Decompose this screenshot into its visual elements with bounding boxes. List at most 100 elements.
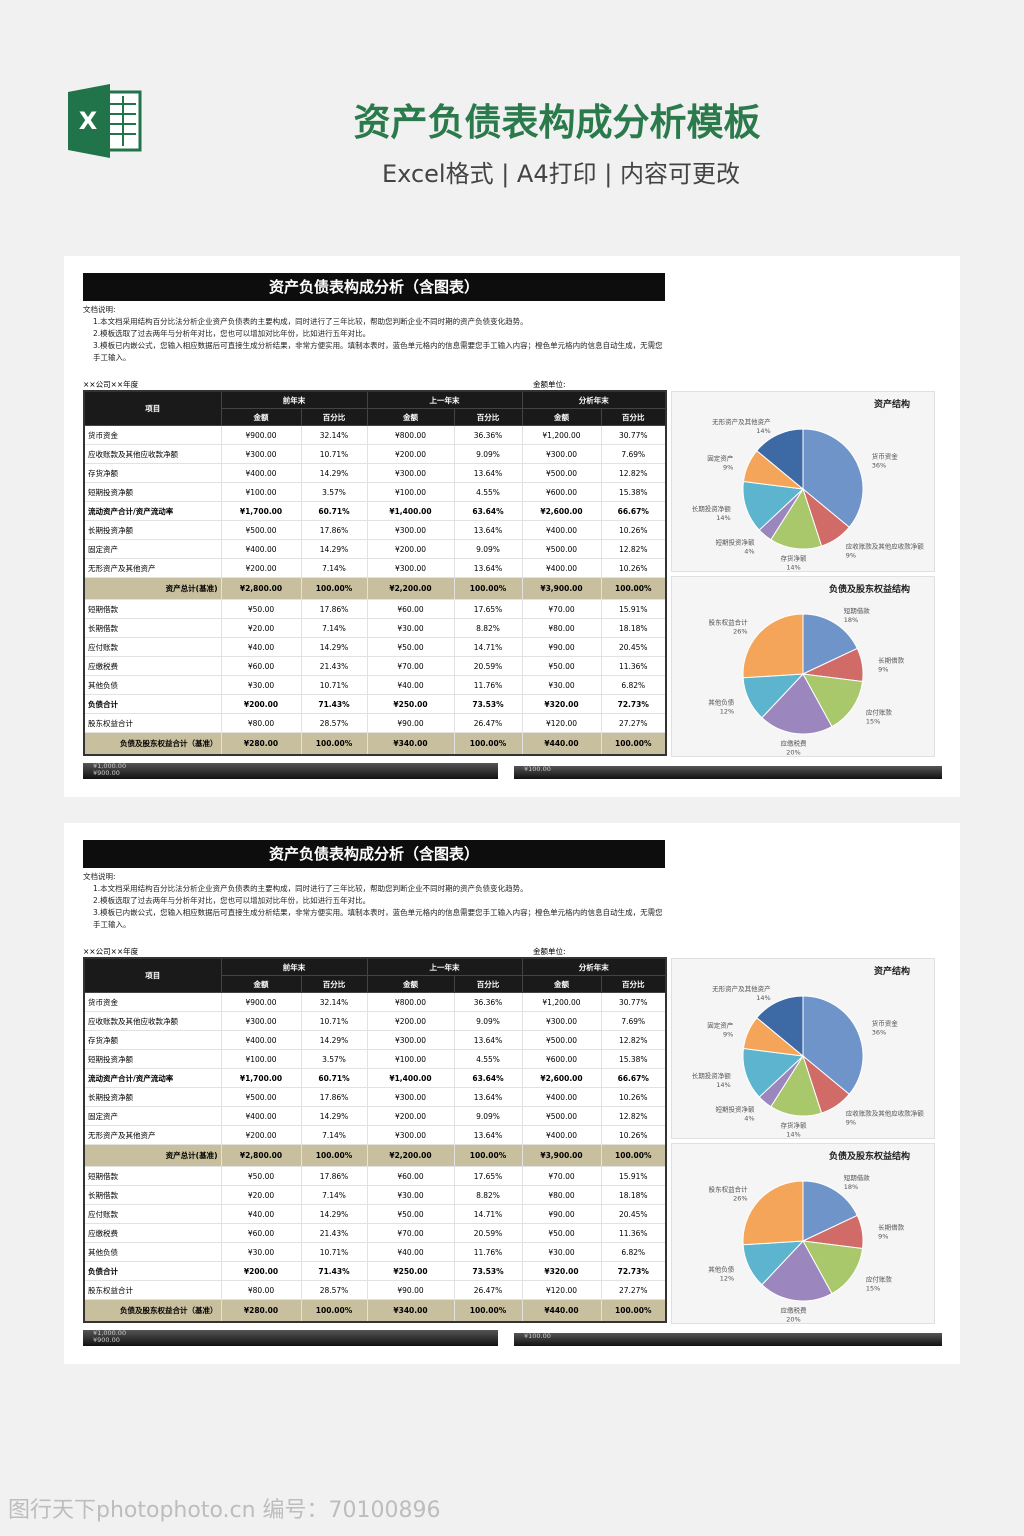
cell: 14.29%: [301, 539, 368, 559]
table-row: 存货净额 ¥400.00 14.29% ¥300.00 13.64% ¥500.00 12.…: [84, 463, 667, 483]
cell: ¥60.00: [367, 1166, 455, 1186]
cell: 66.67%: [601, 501, 667, 521]
cell: ¥200.00: [367, 539, 455, 559]
row-label: 货币资金: [84, 992, 222, 1012]
row-label: 负债及股东权益合计（基准）: [84, 732, 222, 756]
slice-label: 短期投资净额: [716, 537, 756, 546]
slice-value-label: 4%: [744, 547, 754, 555]
cell: ¥70.00: [522, 1166, 602, 1186]
cell: ¥1,400.00: [367, 501, 455, 521]
cell: 20.45%: [601, 637, 667, 657]
cell: ¥40.00: [367, 675, 455, 695]
slice-value-label: 18%: [844, 616, 858, 624]
slice-value-label: 14%: [716, 1081, 730, 1089]
table-row: 应缴税费 ¥60.00 21.43% ¥70.00 20.59% ¥50.00 11.36%: [84, 656, 667, 676]
cell: 14.71%: [454, 637, 523, 657]
cell: 7.14%: [301, 618, 368, 638]
cell: ¥40.00: [221, 637, 302, 657]
strip-label: ¥100.00: [524, 766, 551, 773]
cell: ¥50.00: [221, 1166, 302, 1186]
cell: ¥2,600.00: [522, 501, 602, 521]
balance-table: 项目 前年末 上一年末 分析年末 金额 百分比 金额 百分比 金额 百分比 货币资金 ¥900.00 3…: [83, 390, 667, 756]
row-label: 长期投资净额: [84, 1087, 222, 1107]
cell: 18.18%: [601, 618, 667, 638]
cell: 17.86%: [301, 1087, 368, 1107]
slice-label: 长期投资净额: [692, 504, 732, 513]
cell: 21.43%: [301, 1223, 368, 1243]
cell: ¥400.00: [522, 558, 602, 578]
cell: 12.82%: [601, 1030, 667, 1050]
cell: ¥90.00: [367, 1280, 455, 1300]
row-label: 流动资产合计/资产流动率: [84, 1068, 222, 1088]
cell: ¥500.00: [221, 1087, 302, 1107]
pie-slice: [802, 1240, 864, 1295]
slice-label: 应缴税费: [780, 1305, 807, 1314]
period-header: 分析年末: [522, 391, 667, 409]
slice-value-label: 9%: [878, 666, 888, 674]
cell: 13.64%: [454, 1087, 523, 1107]
table-row: 长期借款 ¥20.00 7.14% ¥30.00 8.82% ¥80.00 18.18%: [84, 1185, 667, 1205]
subheader: 金额: [221, 408, 302, 426]
cell: ¥440.00: [522, 1299, 602, 1323]
cell: 10.26%: [601, 1087, 667, 1107]
table-row: 其他负债 ¥30.00 10.71% ¥40.00 11.76% ¥30.00 6.82%: [84, 675, 667, 695]
subheader: 百分比: [601, 975, 667, 993]
cell: 30.77%: [601, 992, 667, 1012]
cell: ¥30.00: [367, 1185, 455, 1205]
row-label: 无形资产及其他资产: [84, 1125, 222, 1145]
cell: 14.29%: [301, 1106, 368, 1126]
subheader: 百分比: [454, 408, 523, 426]
cell: 7.14%: [301, 1125, 368, 1145]
row-label: 股东权益合计: [84, 1280, 222, 1300]
strip-label: ¥100.00: [524, 1333, 551, 1340]
cell: ¥500.00: [522, 539, 602, 559]
note-line: 1.本文档采用结构百分比法分析企业资产负债表的主要构成，同时进行了三年比较，帮助…: [93, 317, 528, 326]
cell: ¥500.00: [522, 1030, 602, 1050]
table-row: 无形资产及其他资产 ¥200.00 7.14% ¥300.00 13.64% ¥400.0…: [84, 1125, 667, 1145]
slice-label: 长期借款: [878, 1223, 905, 1232]
cell: ¥200.00: [367, 1011, 455, 1031]
cell: 4.55%: [454, 1049, 523, 1069]
pie-slice: [742, 613, 804, 679]
cell: ¥800.00: [367, 992, 455, 1012]
note-line: 文档说明:: [83, 872, 116, 881]
subheader: 百分比: [301, 408, 368, 426]
cell: ¥440.00: [522, 732, 602, 756]
cell: ¥300.00: [367, 520, 455, 540]
cell: 14.29%: [301, 1030, 368, 1050]
cell: ¥320.00: [522, 1261, 602, 1281]
table-row: 短期投资净额 ¥100.00 3.57% ¥100.00 4.55% ¥600.00 15.…: [84, 482, 667, 502]
cell: 100.00%: [301, 732, 368, 756]
row-label: 无形资产及其他资产: [84, 558, 222, 578]
row-label: 长期投资净额: [84, 520, 222, 540]
slice-label: 长期投资净额: [692, 1071, 732, 1080]
slice-label: 应收账款及其他应收款净额: [846, 542, 925, 551]
row-label: 应付账款: [84, 1204, 222, 1224]
table-row: 固定资产 ¥400.00 14.29% ¥200.00 9.09% ¥500.00 12.8…: [84, 1106, 667, 1126]
cell: ¥50.00: [367, 1204, 455, 1224]
cell: 15.38%: [601, 482, 667, 502]
notes: 文档说明: 1.本文档采用结构百分比法分析企业资产负债表的主要构成，同时进行了三年…: [83, 871, 665, 931]
cell: ¥40.00: [221, 1204, 302, 1224]
cell: ¥400.00: [221, 1030, 302, 1050]
period-header: 上一年末: [367, 958, 523, 976]
cell: ¥200.00: [221, 694, 302, 714]
cell: 13.64%: [454, 1125, 523, 1145]
slice-label: 股东权益合计: [709, 1185, 749, 1194]
cell: 100.00%: [454, 732, 523, 756]
slice-value-label: 15%: [866, 717, 880, 725]
cell: ¥90.00: [367, 713, 455, 733]
row-label: 资产总计(基准): [84, 1144, 222, 1167]
watermark: 图行天下photophoto.cn 编号：70100896: [8, 1498, 441, 1523]
cell: 17.86%: [301, 520, 368, 540]
slice-label: 短期投资净额: [716, 1104, 756, 1113]
slice-value-label: 14%: [786, 1130, 800, 1138]
chart-title: 资产结构: [874, 398, 910, 410]
subheader: 金额: [522, 975, 602, 993]
row-label: 负债及股东权益合计（基准）: [84, 1299, 222, 1323]
excel-icon: X: [68, 84, 142, 158]
notes: 文档说明: 1.本文档采用结构百分比法分析企业资产负债表的主要构成，同时进行了三年…: [83, 304, 665, 364]
cell: 72.73%: [601, 1261, 667, 1281]
slice-value-label: 14%: [756, 994, 770, 1002]
slice-label: 应付账款: [866, 1274, 893, 1283]
